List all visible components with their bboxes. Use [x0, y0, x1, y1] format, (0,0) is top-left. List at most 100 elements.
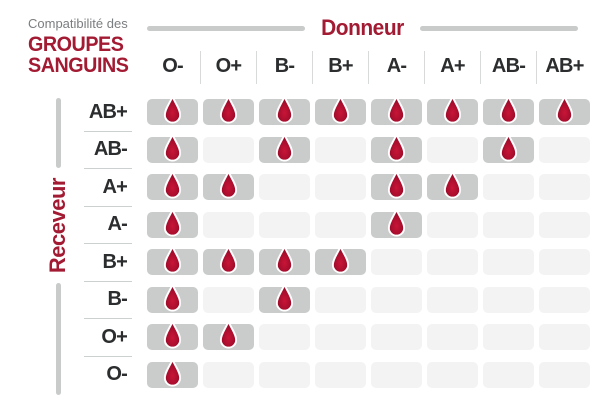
blood-drop-icon	[219, 170, 238, 199]
chart-title-line2: SANGUINS	[28, 54, 129, 77]
blood-drop-icon	[443, 95, 462, 124]
grid-cell	[203, 320, 254, 350]
grid-cell	[203, 245, 254, 275]
blood-drop-icon	[163, 245, 182, 274]
receiver-row-label: A-	[75, 212, 132, 244]
grid-cell	[259, 245, 310, 275]
donor-header-label: B+	[315, 50, 370, 84]
donor-header-label: A+	[427, 50, 482, 84]
grid-cell	[147, 170, 198, 200]
blood-drop-icon	[275, 133, 294, 161]
grid-cell	[371, 133, 422, 163]
receiver-divider-line-top	[55, 98, 61, 168]
grid-cell	[539, 286, 590, 313]
blood-drop-icon	[163, 283, 182, 311]
grid-cell	[371, 170, 422, 200]
grid-cell	[315, 174, 366, 200]
grid-cell	[315, 245, 366, 275]
receiver-row-label: O-	[106, 363, 127, 385]
grid-cell	[147, 283, 198, 313]
grid-cell	[483, 133, 534, 163]
blood-drop-icon	[555, 95, 574, 124]
grid-cell	[315, 136, 366, 163]
grid-cell	[427, 249, 478, 275]
grid-cell	[371, 249, 422, 275]
grid-cell	[371, 286, 422, 313]
grid-cell	[427, 95, 478, 125]
receiver-row-label: O+	[75, 324, 132, 357]
blood-drop-icon	[275, 283, 294, 311]
grid-cell	[483, 211, 534, 238]
blood-drop-icon	[275, 245, 294, 274]
grid-cell	[539, 324, 590, 350]
donor-header-label: B-	[259, 50, 314, 84]
grid-cell	[315, 286, 366, 313]
grid-cell	[315, 95, 366, 125]
donor-header-label: O+	[203, 50, 258, 84]
grid-cell	[371, 324, 422, 350]
grid-cell	[203, 286, 254, 313]
grid-cell	[427, 286, 478, 313]
blood-drop-icon	[331, 245, 350, 274]
grid-cell	[371, 208, 422, 238]
grid-cell	[427, 211, 478, 238]
grid-cell	[147, 245, 198, 275]
grid-cell	[539, 136, 590, 163]
blood-drop-icon	[443, 170, 462, 199]
receiver-axis-label: Receveur	[45, 178, 70, 274]
receiver-row-label: A+	[75, 174, 132, 207]
blood-drop-icon	[387, 95, 406, 124]
blood-drop-icon	[163, 95, 182, 124]
receiver-row-labels: AB+ AB- A+ A- B+ B- O+ O-	[75, 99, 132, 388]
grid-cell	[259, 211, 310, 238]
donor-header-label: AB+	[545, 55, 584, 77]
grid-cell	[259, 283, 310, 313]
grid-cell	[147, 133, 198, 163]
grid-cell	[371, 95, 422, 125]
grid-cell	[203, 95, 254, 125]
receiver-row-label: B-	[75, 287, 132, 319]
grid-cell	[427, 136, 478, 163]
compatibility-grid	[147, 95, 590, 388]
grid-cell	[203, 170, 254, 200]
blood-drop-icon	[387, 170, 406, 199]
grid-cell	[483, 95, 534, 125]
blood-drop-icon	[163, 208, 182, 236]
blood-drop-icon	[219, 95, 238, 124]
grid-cell	[539, 211, 590, 238]
grid-cell	[147, 358, 198, 388]
blood-drop-icon	[331, 95, 350, 124]
grid-cell	[483, 174, 534, 200]
receiver-axis-header: Receveur	[44, 98, 72, 395]
grid-cell	[315, 211, 366, 238]
donor-axis-header: Donneur	[147, 15, 579, 41]
grid-cell	[371, 361, 422, 388]
grid-cell	[483, 361, 534, 388]
grid-cell	[539, 174, 590, 200]
grid-cell	[315, 361, 366, 388]
chart-title-line1: GROUPES	[28, 33, 124, 56]
blood-drop-icon	[499, 95, 518, 124]
grid-cell	[147, 95, 198, 125]
blood-drop-icon	[163, 170, 182, 199]
blood-drop-icon	[163, 133, 182, 161]
grid-cell	[539, 249, 590, 275]
blood-drop-icon	[387, 133, 406, 161]
grid-cell	[483, 324, 534, 350]
blood-drop-icon	[275, 95, 294, 124]
receiver-divider-line-bottom	[55, 283, 61, 395]
grid-cell	[147, 320, 198, 350]
receiver-row-label: AB-	[75, 137, 132, 169]
grid-cell	[259, 361, 310, 388]
grid-cell	[147, 208, 198, 238]
blood-drop-icon	[163, 320, 182, 349]
grid-cell	[427, 324, 478, 350]
grid-cell	[483, 286, 534, 313]
chart-title: Compatibilité des GROUPES SANGUINS	[28, 16, 135, 76]
chart-subtitle: Compatibilité des	[28, 16, 128, 31]
donor-header-label: AB-	[483, 50, 538, 84]
donor-header-label: A-	[371, 50, 426, 84]
blood-drop-icon	[163, 358, 182, 386]
grid-cell	[203, 361, 254, 388]
receiver-row-label: AB+	[75, 99, 132, 132]
